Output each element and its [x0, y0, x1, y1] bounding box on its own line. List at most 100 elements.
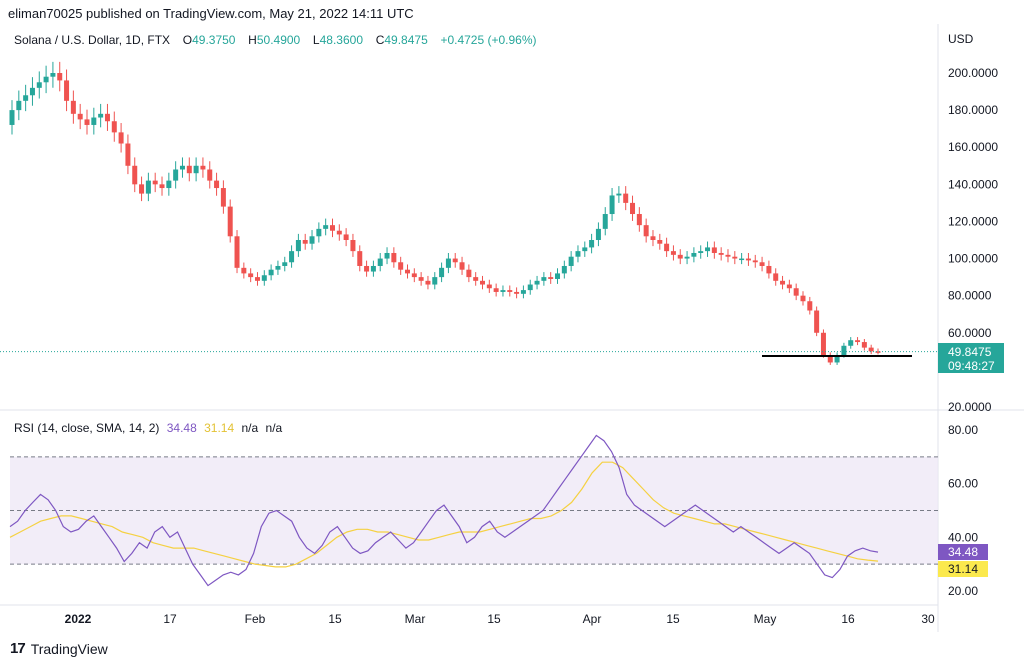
candle-body	[773, 273, 779, 281]
candle-body	[64, 80, 70, 101]
candle-body	[343, 234, 349, 240]
candle-body	[814, 310, 820, 333]
candle-body	[425, 280, 431, 285]
candle-body	[677, 254, 683, 259]
sma-line	[9, 461, 879, 568]
candle-body	[289, 251, 295, 263]
time-axis-ticks: 2022 17 Feb 15 Mar 15 Apr 15 May 16 30	[65, 612, 935, 626]
symbol-name[interactable]: Solana / U.S. Dollar, 1D, FTX	[14, 33, 171, 47]
close-label: C	[375, 33, 385, 47]
na-value-1: n/a	[241, 421, 259, 435]
na-value-2: n/a	[265, 421, 283, 435]
time-tick-label: Apr	[583, 612, 602, 626]
candle-body	[316, 228, 322, 237]
candle-body	[500, 290, 506, 292]
price-tick-label: 60.0000	[948, 326, 992, 340]
candle-body	[268, 269, 274, 276]
candle-body	[575, 251, 581, 257]
brand-name: TradingView	[30, 640, 108, 657]
price-tick-label: 100.0000	[948, 252, 998, 266]
rsi-tick-label: 20.00	[948, 584, 978, 598]
candle-body	[739, 258, 745, 261]
candle-body	[50, 73, 56, 77]
low-label: L	[312, 33, 320, 47]
candle-body	[173, 169, 179, 181]
candle-body	[684, 256, 690, 259]
time-tick-label: Mar	[405, 612, 426, 626]
rsi-axis-ticks: 80.00 60.00 40.00 20.00	[948, 423, 978, 598]
price-tag-value: 49.8475	[948, 345, 992, 359]
price-tick-label: 160.0000	[948, 140, 998, 154]
publisher-caption: eliman70025 published on TradingView.com…	[8, 6, 414, 21]
candle-body	[548, 277, 554, 279]
symbol-legend: Solana / U.S. Dollar, 1D, FTX O49.3750 H…	[14, 33, 537, 47]
candle-body	[745, 258, 751, 261]
candle-body	[664, 243, 670, 252]
close-value: 49.8475	[384, 33, 428, 47]
candle-body	[725, 254, 731, 257]
price-axis-ticks: 200.0000 180.0000 160.0000 140.0000 120.0000…	[948, 66, 998, 414]
candle-body	[377, 258, 383, 266]
candle-body	[364, 265, 370, 272]
candle-body	[302, 240, 308, 244]
time-tick-label: May	[754, 612, 777, 626]
candle-body	[186, 165, 192, 174]
candle-body	[207, 169, 213, 181]
rsi-tag: 34.48	[938, 544, 988, 560]
sma-tag: 31.14	[938, 561, 988, 577]
time-tick-label: 30	[921, 612, 935, 626]
candle-body	[507, 290, 513, 292]
rsi-tick-label: 60.00	[948, 477, 978, 491]
tradingview-branding[interactable]: 17 TradingView	[10, 640, 108, 657]
candle-body	[145, 180, 151, 194]
candle-body	[759, 262, 765, 266]
price-tag: 49.8475 09:48:27	[938, 343, 1004, 373]
change-value: +0.4725 (+0.96%)	[440, 33, 537, 47]
candle-body	[220, 188, 226, 207]
candle-body	[752, 260, 758, 263]
rsi-band-lines	[10, 456, 938, 565]
candle-body	[384, 252, 390, 259]
candle-body	[118, 132, 124, 144]
candle-body	[418, 277, 424, 281]
candle-body	[452, 258, 458, 263]
candle-body	[36, 82, 42, 88]
time-tick-label: 2022	[65, 612, 92, 626]
time-tick-label: 17	[163, 612, 177, 626]
candles	[9, 61, 881, 365]
candle-body	[370, 265, 376, 272]
candle-body	[650, 236, 656, 240]
candle-body	[166, 180, 172, 189]
candle-body	[336, 230, 342, 235]
time-tick-label: 16	[841, 612, 855, 626]
candle-body	[132, 165, 138, 185]
price-tick-label: 140.0000	[948, 177, 998, 191]
candle-body	[636, 214, 642, 226]
candle-body	[555, 273, 561, 279]
time-tick-label: Feb	[245, 612, 266, 626]
candle-body	[125, 143, 131, 166]
candle-body	[732, 256, 738, 259]
candle-body	[493, 288, 499, 292]
candle-body	[139, 184, 145, 194]
candle-body	[200, 165, 206, 170]
candle-body	[282, 262, 288, 266]
candle-body	[473, 277, 479, 281]
candle-body	[261, 275, 267, 281]
rsi-title[interactable]: RSI (14, close, SMA, 14, 2)	[14, 421, 160, 435]
candle-body	[404, 269, 410, 274]
candle-body	[800, 295, 806, 302]
price-tick-label: 20.0000	[948, 400, 992, 414]
candle-body	[766, 265, 772, 274]
candle-body	[875, 351, 881, 353]
price-tick-label: 200.0000	[948, 66, 998, 80]
candle-body	[9, 110, 15, 125]
candle-body	[432, 277, 438, 285]
candle-body	[275, 265, 281, 270]
candle-body	[834, 355, 840, 363]
candle-body	[630, 202, 636, 215]
candle-body	[193, 165, 199, 174]
candle-body	[57, 73, 63, 81]
candle-body	[602, 214, 608, 229]
